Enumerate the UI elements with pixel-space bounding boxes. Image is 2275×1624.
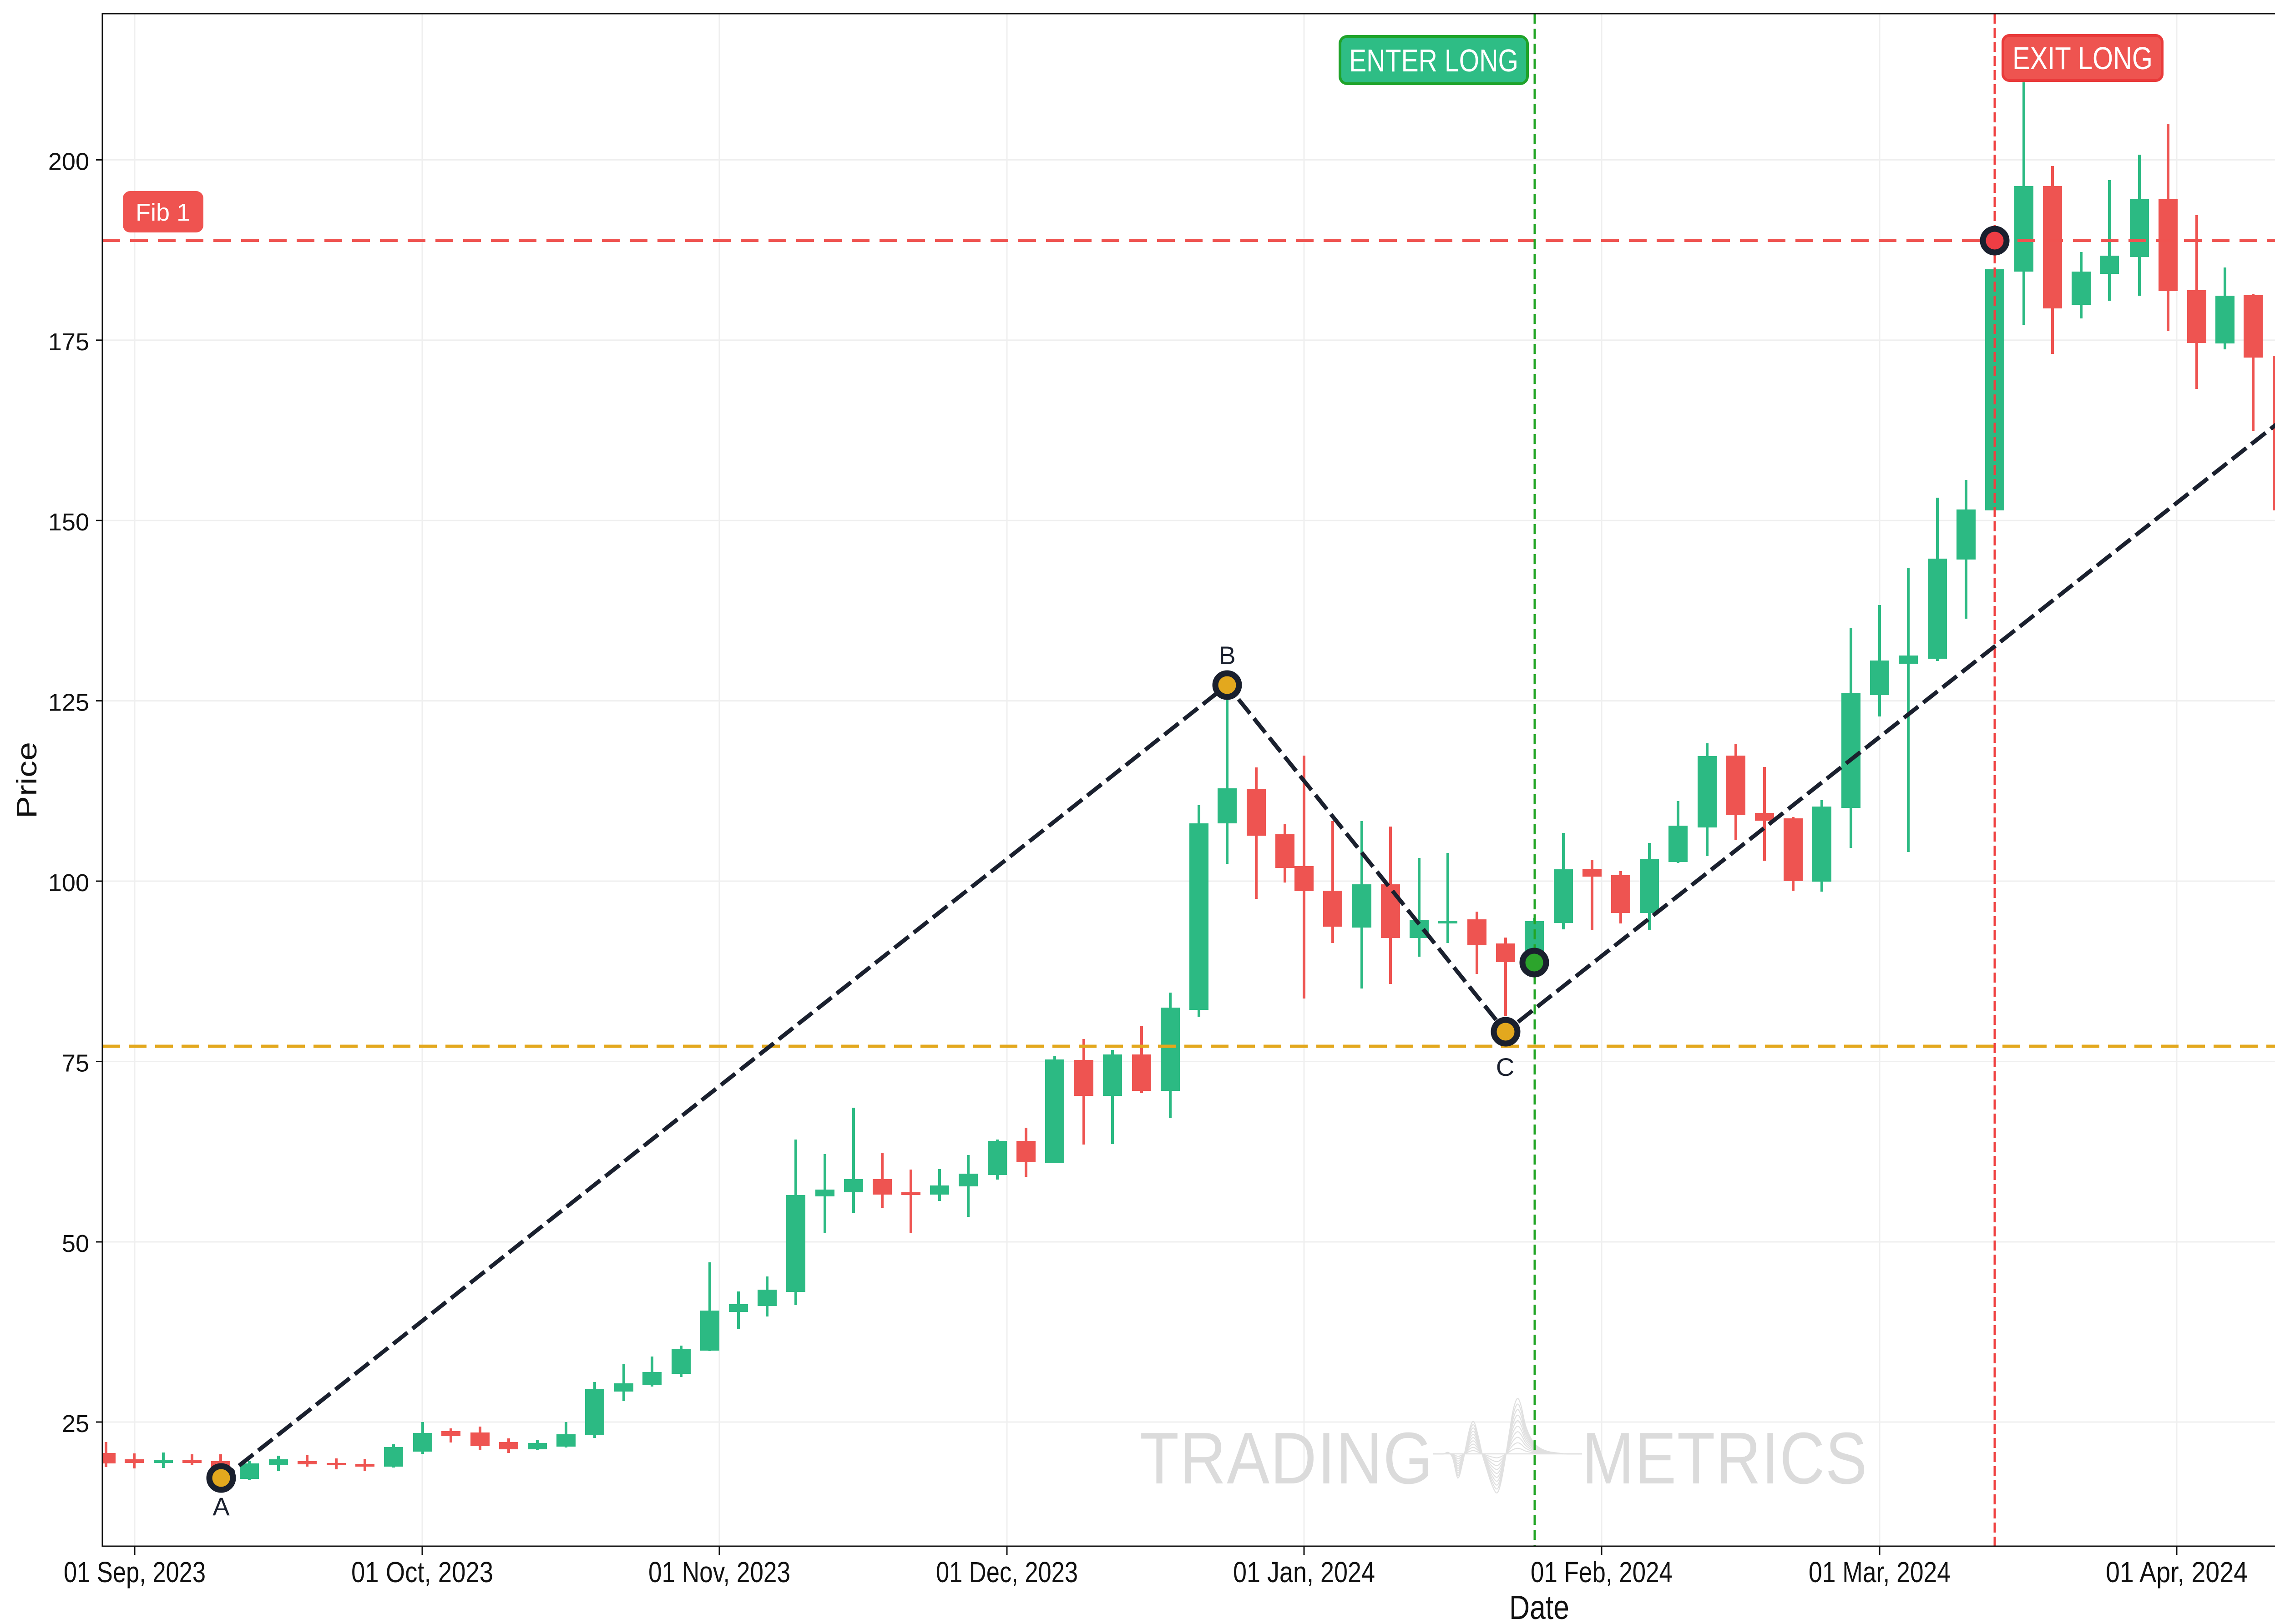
svg-text:50: 50: [62, 1230, 89, 1257]
svg-text:01 Mar, 2024: 01 Mar, 2024: [1809, 1556, 1951, 1589]
svg-text:Price: Price: [11, 742, 43, 818]
svg-text:125: 125: [48, 689, 89, 716]
svg-text:B: B: [1218, 641, 1235, 670]
svg-text:01 Jan, 2024: 01 Jan, 2024: [1233, 1556, 1375, 1589]
svg-text:ENTER LONG: ENTER LONG: [1349, 43, 1518, 78]
svg-text:01 Sep, 2023: 01 Sep, 2023: [64, 1556, 206, 1589]
svg-text:01 Apr, 2024: 01 Apr, 2024: [2106, 1556, 2248, 1589]
svg-text:C: C: [1496, 1053, 1514, 1081]
svg-text:METRICS: METRICS: [1582, 1417, 1868, 1499]
svg-text:EXIT LONG: EXIT LONG: [2012, 40, 2153, 76]
svg-text:100: 100: [48, 869, 89, 897]
svg-text:Fib 1: Fib 1: [136, 199, 190, 226]
svg-text:200: 200: [48, 148, 89, 175]
svg-text:25: 25: [62, 1410, 89, 1437]
svg-text:Date: Date: [1509, 1589, 1569, 1624]
svg-text:01 Dec, 2023: 01 Dec, 2023: [936, 1556, 1078, 1589]
svg-text:75: 75: [62, 1050, 89, 1077]
svg-text:A: A: [212, 1492, 230, 1521]
svg-text:01 Nov, 2023: 01 Nov, 2023: [648, 1556, 790, 1589]
svg-text:01 Feb, 2024: 01 Feb, 2024: [1531, 1556, 1673, 1589]
svg-text:01 Oct, 2023: 01 Oct, 2023: [351, 1556, 493, 1589]
svg-text:150: 150: [48, 509, 89, 536]
svg-text:TRADING: TRADING: [1140, 1417, 1434, 1499]
svg-text:175: 175: [48, 328, 89, 356]
